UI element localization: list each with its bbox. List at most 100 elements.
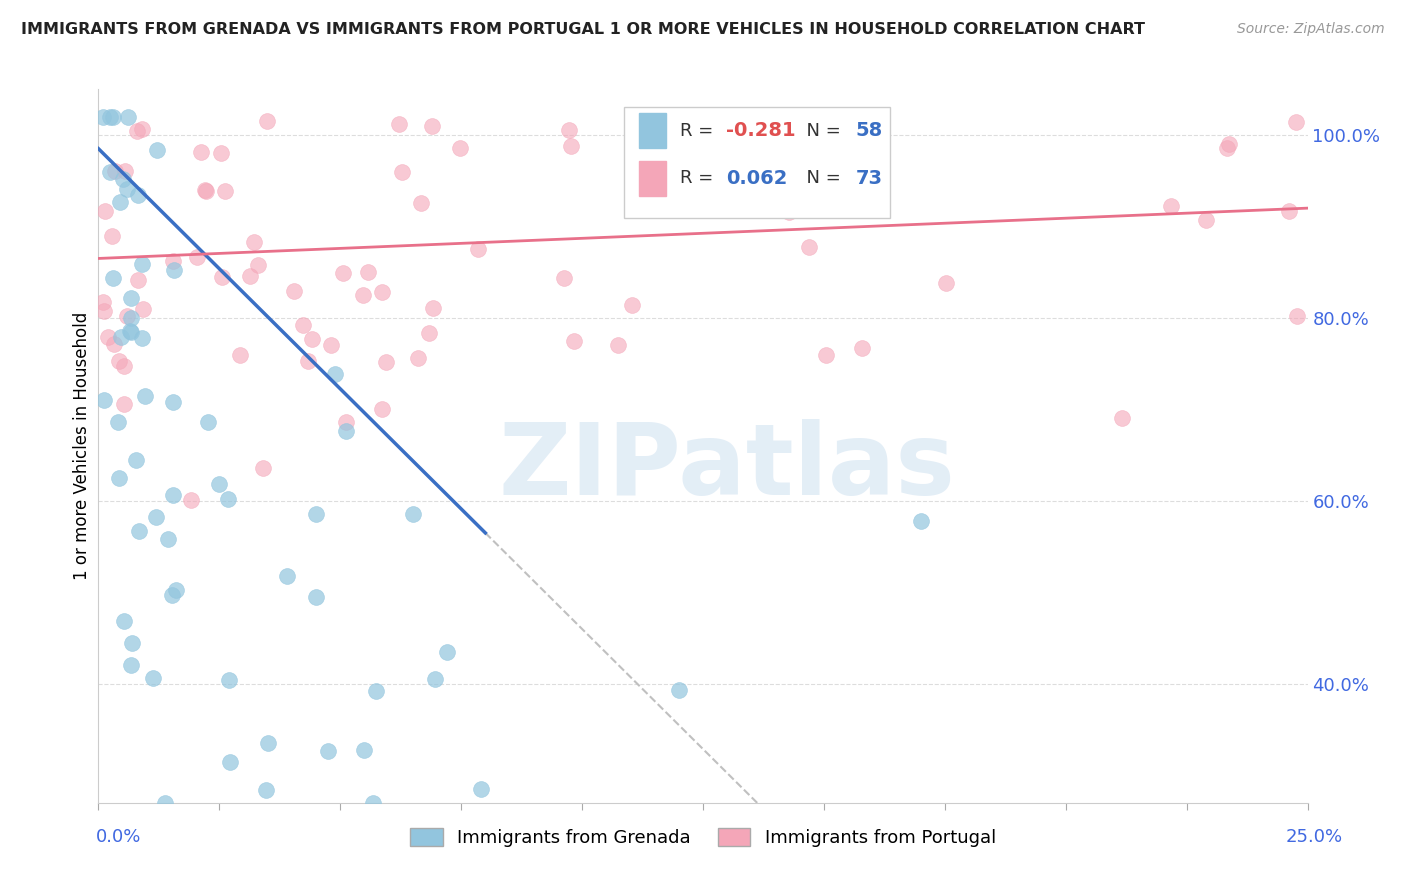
Point [112, 397, 135, 411]
Point [132, 302, 155, 317]
Text: N =: N = [794, 169, 846, 187]
Point [254, 782, 277, 797]
Point [366, 684, 388, 698]
Point [162, 254, 184, 268]
Point [633, 176, 655, 190]
Text: 0.0%: 0.0% [96, 828, 141, 846]
Point [120, 325, 142, 339]
Point [668, 682, 690, 697]
Point [1285, 309, 1308, 323]
Point [93, 303, 115, 318]
Point [162, 394, 184, 409]
Point [436, 645, 458, 659]
Point [357, 265, 380, 279]
Point [799, 240, 821, 254]
Point [112, 359, 135, 374]
Point [131, 257, 153, 271]
Point [406, 351, 429, 365]
Point [323, 367, 346, 381]
Point [160, 588, 183, 602]
Point [388, 117, 411, 131]
Point [104, 163, 127, 178]
Point [127, 124, 149, 138]
Point [418, 326, 440, 341]
Point [134, 389, 156, 403]
Point [361, 796, 384, 810]
Point [197, 416, 219, 430]
Text: 0.062: 0.062 [725, 169, 787, 188]
Point [1195, 213, 1218, 227]
Point [411, 196, 433, 211]
Point [1216, 140, 1239, 154]
Point [121, 636, 143, 650]
Point [165, 583, 187, 598]
Point [371, 402, 394, 417]
Point [93, 392, 115, 407]
Point [305, 590, 328, 604]
Point [1218, 137, 1240, 152]
Point [332, 266, 354, 280]
Point [218, 673, 240, 688]
Point [292, 318, 315, 333]
Point [103, 270, 125, 285]
Point [114, 163, 136, 178]
Text: IMMIGRANTS FROM GRENADA VS IMMIGRANTS FROM PORTUGAL 1 OR MORE VEHICLES IN HOUSEH: IMMIGRANTS FROM GRENADA VS IMMIGRANTS FR… [21, 22, 1144, 37]
Point [229, 348, 252, 362]
Point [297, 354, 319, 368]
Point [194, 184, 217, 198]
Text: 25.0%: 25.0% [1285, 828, 1343, 846]
Point [194, 183, 217, 197]
Text: ZIPatlas: ZIPatlas [499, 419, 956, 516]
Point [108, 354, 131, 368]
Point [239, 268, 262, 283]
Point [391, 165, 413, 179]
Point [558, 122, 581, 136]
Text: -0.281: -0.281 [725, 121, 796, 140]
Point [423, 672, 446, 686]
Point [120, 657, 142, 672]
Point [352, 288, 374, 302]
Point [283, 285, 305, 299]
Point [120, 311, 142, 326]
Point [420, 119, 443, 133]
Point [422, 301, 444, 315]
Point [97, 329, 120, 343]
Point [562, 334, 585, 348]
Point [242, 235, 264, 249]
Point [560, 138, 582, 153]
Point [114, 614, 136, 628]
Point [214, 184, 236, 198]
Point [142, 671, 165, 685]
Point [180, 493, 202, 508]
Point [94, 204, 117, 219]
Point [553, 270, 575, 285]
Point [375, 355, 398, 369]
FancyBboxPatch shape [624, 107, 890, 218]
Point [131, 331, 153, 345]
Point [778, 204, 800, 219]
Point [851, 341, 873, 355]
Point [98, 110, 121, 124]
Point [111, 172, 134, 186]
Point [115, 310, 138, 324]
Point [256, 113, 278, 128]
Point [145, 510, 167, 524]
Text: 58: 58 [855, 121, 883, 140]
Point [127, 273, 149, 287]
Point [301, 332, 323, 346]
Point [1278, 204, 1301, 219]
Point [103, 337, 125, 351]
Point [935, 277, 957, 291]
Text: N =: N = [794, 121, 846, 139]
Point [621, 298, 644, 312]
Point [163, 263, 186, 277]
Point [316, 744, 339, 758]
Bar [638, 161, 665, 196]
Point [107, 415, 129, 429]
Y-axis label: 1 or more Vehicles in Household: 1 or more Vehicles in Household [73, 312, 91, 580]
Point [247, 258, 270, 272]
Point [733, 123, 755, 137]
Point [402, 508, 425, 522]
Point [449, 141, 471, 155]
Text: R =: R = [681, 169, 718, 187]
